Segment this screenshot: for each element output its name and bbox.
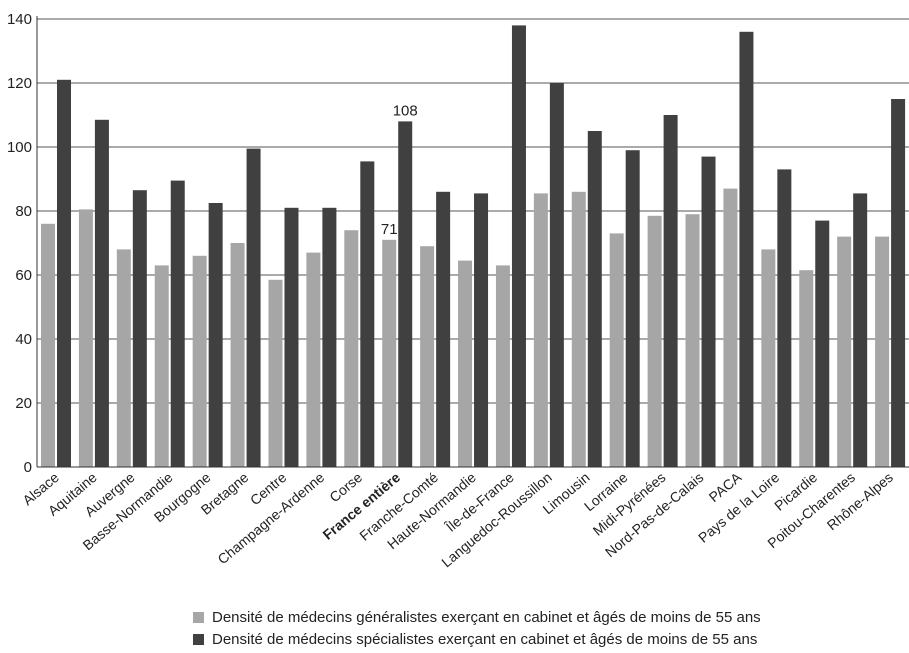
y-axis-tick-labels: 0 20 40 60 80 100 120 140 xyxy=(7,11,32,476)
bar xyxy=(344,230,359,467)
bar xyxy=(799,270,814,467)
axes xyxy=(36,16,909,468)
y-tick-label: 0 xyxy=(24,459,32,476)
y-tick-label: 40 xyxy=(15,331,32,348)
bar xyxy=(663,115,678,467)
bar xyxy=(701,156,716,467)
bar xyxy=(284,207,299,468)
y-tick-label: 80 xyxy=(15,203,32,220)
bar xyxy=(458,260,473,467)
bar xyxy=(78,209,93,467)
bar xyxy=(891,99,906,467)
bar xyxy=(723,188,738,467)
bar xyxy=(57,79,71,468)
bar xyxy=(398,121,413,468)
y-tick-label: 60 xyxy=(15,267,32,284)
legend: Densité de médecins généralistes exerçan… xyxy=(193,606,761,650)
bar xyxy=(685,214,700,467)
x-tick-label: Rhône-Alpes xyxy=(824,469,896,533)
bar xyxy=(170,180,185,467)
y-tick-label: 20 xyxy=(15,395,32,412)
bar xyxy=(322,207,337,468)
bar xyxy=(761,249,776,467)
bar xyxy=(382,239,397,467)
data-label: 108 xyxy=(393,102,418,119)
legend-item-generalistes: Densité de médecins généralistes exerçan… xyxy=(193,606,761,628)
bar xyxy=(777,169,792,467)
bar xyxy=(474,193,489,467)
legend-label-generalistes: Densité de médecins généralistes exerçan… xyxy=(212,608,761,626)
data-annotations: 71 108 xyxy=(381,102,418,237)
bars xyxy=(41,25,906,468)
bar xyxy=(837,236,852,467)
bar xyxy=(208,203,223,467)
y-tick-label: 120 xyxy=(7,75,32,92)
x-axis-category-labels: AlsaceAquitaineAuvergneBasse-NormandieBo… xyxy=(19,469,896,571)
legend-label-specialistes: Densité de médecins spécialistes exerçan… xyxy=(212,630,758,648)
bar xyxy=(192,255,207,467)
bar xyxy=(533,193,548,467)
bar xyxy=(116,249,131,467)
bar xyxy=(132,190,147,467)
bar xyxy=(154,265,169,467)
legend-swatch-specialistes xyxy=(193,633,204,645)
y-tick-label: 100 xyxy=(7,139,32,156)
bar xyxy=(306,252,321,467)
data-label: 71 xyxy=(381,221,398,238)
bar xyxy=(511,25,526,468)
bar xyxy=(571,191,586,468)
bar xyxy=(853,193,868,467)
bar xyxy=(495,265,510,467)
bar xyxy=(875,236,890,467)
bar xyxy=(609,233,624,467)
bar xyxy=(268,279,283,467)
bar xyxy=(246,148,261,467)
legend-swatch-generalistes xyxy=(193,611,204,623)
bar xyxy=(420,246,435,467)
bar xyxy=(625,150,640,467)
y-tick-label: 140 xyxy=(7,11,32,28)
bar xyxy=(360,161,375,467)
bar xyxy=(41,223,55,467)
bar xyxy=(587,131,602,467)
bar xyxy=(436,191,451,468)
bar xyxy=(94,119,109,468)
legend-item-specialistes: Densité de médecins spécialistes exerçan… xyxy=(193,628,761,650)
bar xyxy=(739,31,754,468)
bar xyxy=(230,243,245,467)
bar xyxy=(647,215,662,467)
bar xyxy=(815,220,830,467)
bar xyxy=(549,83,564,467)
